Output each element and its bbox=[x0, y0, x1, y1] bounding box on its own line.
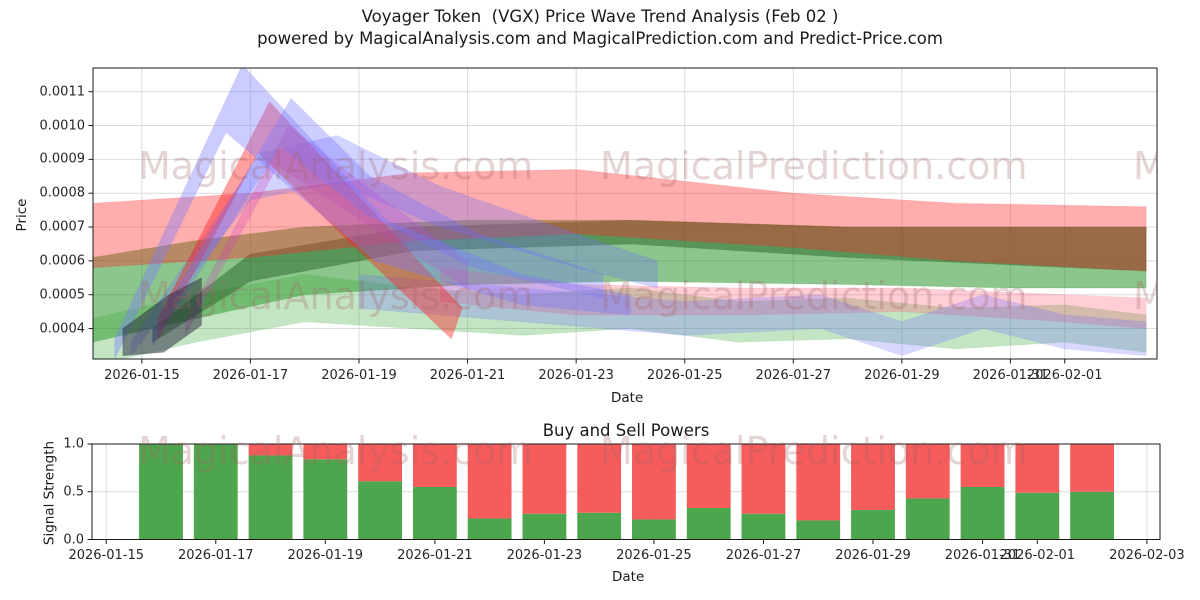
buy-bar-segment bbox=[577, 512, 622, 540]
sell-bar-segment bbox=[467, 444, 512, 519]
red-wide-band bbox=[93, 169, 1147, 272]
light-green-low-band bbox=[93, 273, 1147, 359]
pink-bottom-right-band bbox=[439, 267, 1147, 330]
bottom-chart-title: Buy and Sell Powers bbox=[542, 421, 710, 440]
sell-bar-segment bbox=[303, 444, 348, 460]
x-tick-label: 2026-02-01 bbox=[999, 548, 1076, 563]
sell-bar-segment bbox=[741, 444, 786, 514]
x-tick-label: 2026-01-29 bbox=[864, 368, 940, 383]
x-tick-label: 2026-01-27 bbox=[725, 548, 802, 563]
price-axis-label: Price bbox=[14, 198, 30, 232]
buy-bar-segment bbox=[467, 518, 512, 540]
buy-bar-segment bbox=[358, 481, 402, 540]
x-tick-label: 2026-01-31 bbox=[972, 368, 1049, 383]
buy-bar-segment bbox=[303, 459, 348, 540]
y-tick-label: 0.0 bbox=[63, 532, 84, 547]
y-tick-label: 0.0011 bbox=[39, 84, 86, 100]
y-tick-label: 1.0 bbox=[63, 436, 84, 452]
sell-bar-segment bbox=[1070, 444, 1114, 492]
x-tick-label: 2026-02-03 bbox=[1109, 548, 1185, 563]
buy-bar-segment bbox=[522, 513, 567, 540]
sell-bar-segment bbox=[248, 444, 293, 456]
sell-bar-segment bbox=[796, 444, 841, 521]
y-tick-label: 0.5 bbox=[63, 484, 84, 500]
x-tick-label: 2026-01-25 bbox=[616, 548, 692, 563]
x-tick-label: 2026-01-27 bbox=[755, 368, 832, 383]
buy-bar-segment bbox=[248, 455, 293, 540]
buy-bar-segment bbox=[741, 513, 786, 540]
x-tick-label: 2026-01-21 bbox=[397, 548, 473, 563]
title-line-2: powered by MagicalAnalysis.com and Magic… bbox=[257, 28, 943, 48]
y-tick-label: 0.0004 bbox=[39, 321, 86, 337]
buy-bar-segment bbox=[905, 498, 950, 540]
sell-bar-segment bbox=[905, 444, 950, 499]
buy-bar-segment bbox=[1015, 492, 1060, 540]
x-tick-label: 2026-01-19 bbox=[321, 368, 397, 383]
blue-second-spike-band bbox=[152, 97, 604, 348]
x-tick-label: 2026-01-17 bbox=[177, 548, 254, 563]
buy-bar-segment bbox=[796, 520, 841, 540]
sell-bar-segment bbox=[960, 444, 1005, 487]
green-wide-band bbox=[93, 219, 1147, 343]
x-tick-label: 2026-01-17 bbox=[212, 368, 289, 383]
y-tick-label: 0.0007 bbox=[39, 219, 86, 235]
tall-blue-spike-band bbox=[114, 68, 631, 359]
sell-bar-segment bbox=[851, 444, 895, 510]
y-tick-label: 0.0010 bbox=[39, 118, 86, 134]
y-tick-label: 0.0009 bbox=[39, 151, 86, 167]
date-axis-label-top: Date bbox=[611, 390, 644, 406]
y-tick-label: 0.0006 bbox=[39, 253, 86, 269]
x-tick-label: 2026-01-15 bbox=[104, 368, 180, 383]
red-spike-band bbox=[157, 100, 463, 340]
sell-bar-segment bbox=[522, 444, 567, 514]
magenta-spike-band bbox=[184, 124, 469, 336]
x-tick-label: 2026-02-01 bbox=[1026, 368, 1103, 383]
dark-pinch-blob bbox=[122, 276, 203, 357]
sell-bar-segment bbox=[632, 444, 676, 520]
dark-green-core-band bbox=[152, 219, 1147, 343]
x-tick-label: 2026-01-23 bbox=[538, 368, 614, 383]
x-tick-label: 2026-01-25 bbox=[646, 368, 723, 383]
y-tick-label: 0.0008 bbox=[39, 185, 86, 201]
plot-frame bbox=[92, 67, 1158, 360]
buy-bar-segment bbox=[1070, 491, 1114, 540]
sell-bar-segment bbox=[686, 444, 731, 508]
sell-bar-segment bbox=[1015, 444, 1060, 493]
blue-broad-spike-band bbox=[130, 135, 659, 358]
title-line-1: Voyager Token (VGX) Price Wave Trend Ana… bbox=[361, 7, 839, 26]
x-tick-label: 2026-01-31 bbox=[944, 548, 1021, 563]
buy-bar-segment bbox=[193, 444, 238, 540]
buy-bar-segment bbox=[960, 486, 1005, 540]
x-tick-label: 2026-01-15 bbox=[68, 548, 145, 563]
sell-bar-segment bbox=[412, 444, 457, 487]
price-chart bbox=[88, 67, 1158, 364]
date-axis-label-bottom: Date bbox=[612, 569, 645, 585]
x-tick-label: 2026-01-21 bbox=[429, 368, 506, 383]
y-tick-label: 0.0005 bbox=[39, 287, 86, 303]
buy-bar-segment bbox=[139, 444, 183, 540]
buy-bar-segment bbox=[851, 509, 895, 540]
x-tick-label: 2026-01-23 bbox=[506, 548, 583, 563]
x-tick-label: 2026-01-19 bbox=[287, 548, 364, 563]
x-tick-label: 2026-01-29 bbox=[835, 548, 911, 563]
signal-chart bbox=[87, 443, 1161, 544]
buy-bar-segment bbox=[686, 507, 731, 540]
sell-bar-segment bbox=[358, 444, 402, 482]
blue-bottom-right-band bbox=[358, 273, 1147, 357]
sell-bar-segment bbox=[577, 444, 622, 513]
buy-bar-segment bbox=[412, 486, 457, 540]
figure-title: Voyager Token (VGX) Price Wave Trend Ana… bbox=[0, 6, 1200, 50]
buy-bar-segment bbox=[632, 519, 676, 540]
